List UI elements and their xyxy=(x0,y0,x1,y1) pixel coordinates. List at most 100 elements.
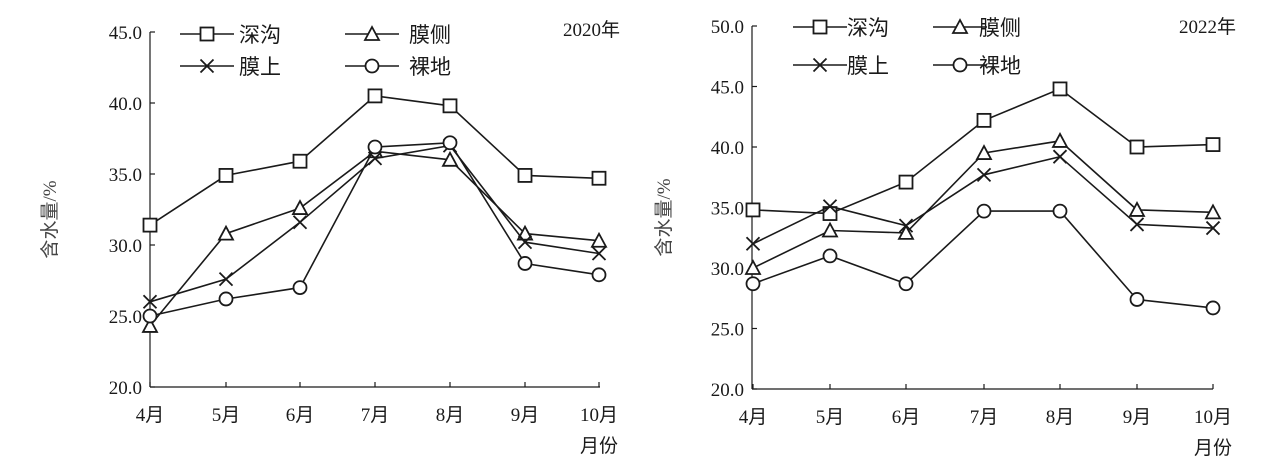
data-point-circle xyxy=(822,248,838,264)
y-tick-label: 20.0 xyxy=(109,378,142,399)
x-tick-label: 7月 xyxy=(361,405,390,426)
y-tick-label: 50.0 xyxy=(711,17,744,38)
legend-marker-circle xyxy=(364,58,380,74)
y-tick-label: 35.0 xyxy=(109,165,142,186)
data-point-triangle xyxy=(217,224,235,241)
legend-label: 膜侧 xyxy=(409,23,451,47)
legend-marker-square xyxy=(199,26,215,42)
data-point-square xyxy=(142,217,158,233)
data-point-circle xyxy=(442,135,458,151)
legend-label: 裸地 xyxy=(409,55,451,79)
data-point-circle xyxy=(142,308,158,324)
y-tick-label: 30.0 xyxy=(711,259,744,280)
data-point-square xyxy=(591,170,607,186)
data-point-circle xyxy=(367,139,383,155)
x-tick-label: 7月 xyxy=(970,407,999,428)
data-point-square xyxy=(292,153,308,169)
x-tick-label: 4月 xyxy=(136,405,165,426)
series-line-circle xyxy=(752,210,1214,309)
y-tick-label: 30.0 xyxy=(109,236,142,257)
legend-label: 膜上 xyxy=(239,55,281,79)
y-axis-title: 含水量/% xyxy=(39,180,61,258)
legend-marker-triangle xyxy=(951,18,969,34)
data-point-circle xyxy=(898,276,914,292)
y-tick-label: 45.0 xyxy=(711,78,744,99)
data-point-triangle xyxy=(590,231,608,248)
legend-marker-circle xyxy=(952,57,968,73)
y-axis-title: 含水量/% xyxy=(653,178,675,256)
data-point-circle xyxy=(976,203,992,219)
legend-label: 膜侧 xyxy=(979,16,1021,40)
x-tick-label: 5月 xyxy=(212,405,241,426)
data-point-x xyxy=(976,167,992,182)
data-point-square xyxy=(442,98,458,114)
chart-title: 2022年 xyxy=(1179,16,1236,38)
data-point-square xyxy=(367,88,383,104)
data-point-square xyxy=(1129,139,1145,155)
y-tick-label: 35.0 xyxy=(711,199,744,220)
legend-label: 深沟 xyxy=(239,23,281,47)
y-tick-label: 20.0 xyxy=(711,380,744,401)
data-point-circle xyxy=(292,280,308,296)
data-point-triangle xyxy=(744,259,762,275)
data-point-circle xyxy=(1052,203,1068,219)
chart-2022-panel: 20.0 25.0 30.0 35.0 40.0 45.0 50.0 4月 5月 6月 7月 8月 9月… xyxy=(653,16,1236,459)
y-tick-label: 25.0 xyxy=(711,320,744,341)
legend-marker-x xyxy=(812,57,828,73)
data-point-x xyxy=(591,246,607,261)
data-point-triangle xyxy=(897,224,915,240)
x-tick-label: 4月 xyxy=(739,407,768,428)
data-point-circle xyxy=(1205,300,1221,316)
data-point-circle xyxy=(218,291,234,307)
data-point-triangle xyxy=(1051,132,1069,148)
data-point-triangle xyxy=(141,317,159,333)
data-point-square xyxy=(976,112,992,128)
data-point-triangle xyxy=(1128,201,1146,217)
data-point-triangle xyxy=(441,150,459,167)
x-axis-title: 月份 xyxy=(580,435,618,457)
x-tick-label: 9月 xyxy=(1123,407,1152,428)
y-tick-label: 40.0 xyxy=(109,94,142,115)
data-point-x xyxy=(1052,149,1068,164)
data-point-x xyxy=(1205,220,1221,236)
data-point-triangle xyxy=(821,221,839,238)
x-tick-label: 10月 xyxy=(580,405,618,426)
series-line-square xyxy=(149,95,600,226)
data-point-circle xyxy=(517,256,533,271)
data-point-circle xyxy=(745,276,761,292)
chart-title: 2020年 xyxy=(563,19,620,41)
data-point-x xyxy=(517,235,533,250)
legend-marker-x xyxy=(199,58,215,74)
data-point-x xyxy=(218,271,234,287)
data-point-triangle xyxy=(1204,203,1222,220)
data-point-square xyxy=(517,168,533,183)
data-point-triangle xyxy=(975,144,993,160)
data-point-x xyxy=(745,236,761,251)
data-point-square xyxy=(1052,81,1068,97)
data-point-circle xyxy=(1129,292,1145,307)
x-tick-label: 6月 xyxy=(286,405,315,426)
x-tick-label: 6月 xyxy=(892,407,921,428)
y-tick-label: 25.0 xyxy=(109,307,142,328)
data-point-square xyxy=(898,174,914,190)
x-tick-label: 10月 xyxy=(1194,407,1232,428)
data-point-square xyxy=(1205,137,1221,152)
data-point-triangle xyxy=(291,199,309,215)
data-point-x xyxy=(822,199,838,214)
data-point-x xyxy=(292,215,308,230)
x-axis-title: 月份 xyxy=(1194,437,1232,459)
legend-marker-triangle xyxy=(363,25,381,41)
legend-label: 深沟 xyxy=(847,16,889,40)
data-point-circle xyxy=(591,267,607,283)
data-point-square xyxy=(218,168,234,183)
chart-2020-panel: 20.0 25.0 30.0 35.0 40.0 45.0 4月 5月 6月 7月 8月 9月 10月月… xyxy=(39,19,620,457)
data-point-x xyxy=(898,218,914,233)
x-tick-label: 8月 xyxy=(1046,407,1075,428)
legend-label: 裸地 xyxy=(979,54,1021,78)
x-tick-label: 8月 xyxy=(436,405,465,426)
y-tick-label: 45.0 xyxy=(109,23,142,44)
legend-label: 膜上 xyxy=(847,54,889,78)
data-point-square xyxy=(745,202,761,218)
x-tick-label: 5月 xyxy=(816,407,845,428)
